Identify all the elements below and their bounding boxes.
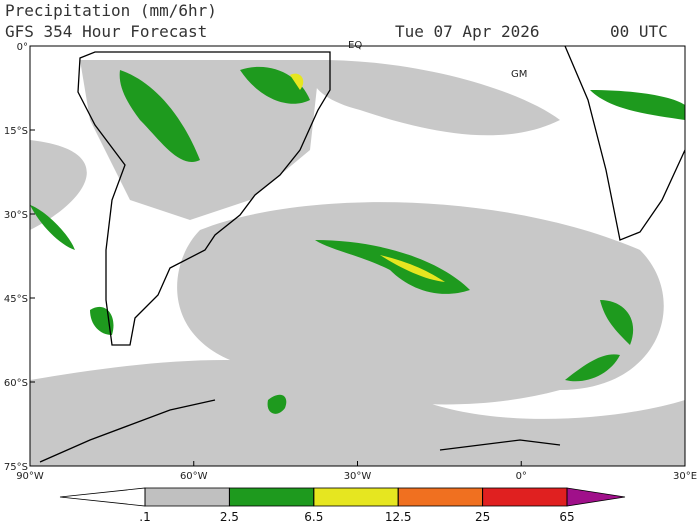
- colorbar-segment: [144, 487, 230, 507]
- x-tick-label: 30°W: [344, 471, 372, 482]
- colorbar-label: .1: [139, 510, 150, 524]
- title: Precipitation (mm/6hr): [5, 1, 217, 20]
- y-tick-label: 0°: [17, 42, 28, 53]
- map-label: EQ: [348, 40, 362, 51]
- y-tick-label: 75°S: [4, 462, 28, 473]
- colorbar-segment: [313, 487, 399, 507]
- x-tick-label: 90°W: [16, 471, 44, 482]
- precip-moderate: [30, 66, 685, 414]
- colorbar-label: 12.5: [385, 510, 412, 524]
- y-tick-label: 30°S: [4, 210, 28, 221]
- colorbar-label: 6.5: [304, 510, 323, 524]
- colorbar-label: 65: [559, 510, 574, 524]
- map-label: GM: [511, 69, 527, 80]
- y-tick-label: 60°S: [4, 378, 28, 389]
- y-tick-label: 45°S: [4, 294, 28, 305]
- colorbar-segment: [482, 487, 568, 507]
- date: Tue 07 Apr 2026: [395, 22, 540, 41]
- coast-antarctica: [39, 399, 561, 463]
- coast-africa: [564, 45, 686, 241]
- y-tick-label: 15°S: [4, 126, 28, 137]
- map: EQ GM: [29, 40, 686, 467]
- time: 00 UTC: [610, 22, 668, 41]
- colorbar-segment: [228, 487, 315, 507]
- x-tick-label: 0°: [516, 471, 527, 482]
- subtitle: GFS 354 Hour Forecast: [5, 22, 207, 41]
- x-tick-label: 30°E: [673, 471, 697, 482]
- colorbar-segment: [397, 487, 484, 507]
- colorbar-label: 2.5: [220, 510, 239, 524]
- colorbar-label: 25: [475, 510, 490, 524]
- colorbar-segment: [59, 487, 146, 507]
- coast-south-america: [77, 51, 331, 346]
- colorbar-segment: [566, 487, 626, 507]
- x-tick-label: 60°W: [180, 471, 208, 482]
